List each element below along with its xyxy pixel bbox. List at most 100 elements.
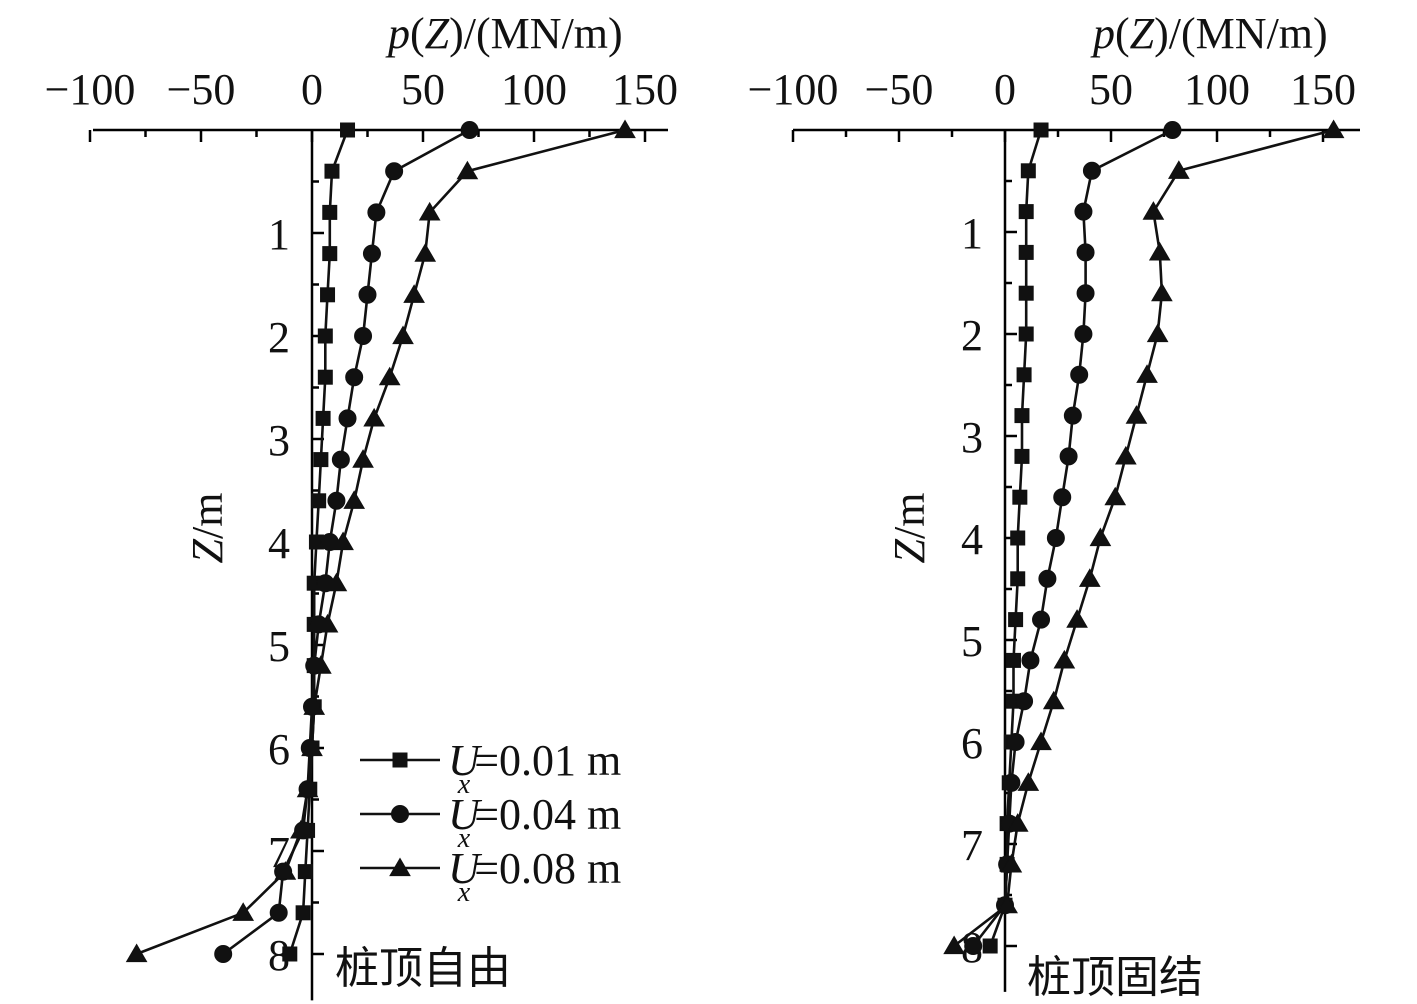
legend-value: =0.04 m (474, 790, 621, 839)
chart-panel-2: −100−5005010015012345678p(Z)/(MN/m)Z/m桩顶… (748, 9, 1360, 1002)
x-axis-title-part: Z (425, 9, 450, 58)
data-point-triangle (1053, 649, 1076, 669)
legend-symbol: U (448, 844, 483, 893)
data-point-circle (362, 244, 381, 263)
x-axis-title: p(Z)/(MN/m) (1090, 9, 1328, 58)
data-point-triangle (1017, 772, 1040, 791)
data-point-triangle (1167, 160, 1190, 179)
data-point-circle (1032, 610, 1051, 629)
data-point-square (324, 163, 340, 179)
legend-entry-label: Ux=0.04 m (448, 790, 621, 854)
x-axis-title: p(Z)/(MN/m) (385, 9, 623, 58)
data-point-square (1016, 367, 1032, 383)
legend-entry-label: Ux=0.01 m (448, 736, 621, 800)
data-point-triangle (332, 531, 354, 551)
x-axis-title-part: p (385, 9, 410, 58)
y-tick-label: 5 (961, 617, 983, 666)
data-point-triangle (325, 572, 348, 592)
x-tick-label: 100 (501, 65, 567, 114)
data-point-triangle (1148, 241, 1171, 261)
data-point-square (340, 122, 356, 138)
x-axis-title-part: p (1090, 9, 1115, 58)
data-point-circle (1053, 488, 1072, 507)
data-point-square (1018, 326, 1034, 342)
data-point-circle (1082, 161, 1101, 180)
data-point-square (1014, 448, 1030, 464)
data-point-circle (345, 368, 364, 387)
data-point-triangle (403, 284, 425, 303)
legend-subscript: x (457, 877, 471, 908)
legend-value: =0.01 m (474, 736, 621, 785)
data-point-triangle (303, 696, 326, 715)
y-tick-label: 1 (268, 210, 290, 259)
data-point-circle (1063, 406, 1082, 425)
legend-entry-label: Ux=0.08 m (448, 844, 621, 908)
data-point-circle (964, 937, 983, 955)
data-point-circle (358, 285, 377, 304)
y-axis-title: Z/m (885, 493, 934, 564)
data-point-square (322, 246, 338, 262)
x-axis-title-part: )/(MN/m) (449, 9, 623, 58)
data-point-square (313, 452, 329, 468)
data-point-triangle (1042, 690, 1065, 710)
y-tick-label: 8 (268, 931, 290, 980)
data-point-square (1014, 408, 1030, 424)
data-point-triangle (418, 201, 441, 221)
x-tick-label: −100 (45, 65, 136, 114)
data-point-triangle (301, 737, 323, 757)
data-point-triangle (614, 119, 636, 139)
legend-value: =0.08 m (474, 844, 621, 893)
data-point-square (297, 864, 313, 880)
data-point-circle (1038, 569, 1057, 588)
data-point-triangle (1104, 486, 1127, 506)
data-point-square (311, 493, 327, 509)
data-point-triangle (363, 407, 386, 427)
data-point-triangle (343, 490, 366, 509)
data-point-square (1018, 204, 1034, 220)
x-axis-title-part: ( (1115, 9, 1130, 58)
legend: Ux=0.01 mUx=0.04 mUx=0.08 m (360, 736, 621, 908)
x-tick-label: 150 (1290, 65, 1356, 114)
data-point-circle (367, 203, 386, 222)
legend-subscript: x (457, 769, 471, 800)
data-point-square (1033, 122, 1049, 138)
data-point-square (322, 204, 338, 220)
data-point-square (1005, 652, 1021, 668)
panel-caption: 桩顶自由 (335, 944, 511, 993)
data-point-triangle (392, 325, 414, 345)
data-point-square (982, 938, 998, 954)
data-point-triangle (1125, 405, 1148, 424)
data-point-triangle (310, 655, 332, 674)
series-triangle (125, 119, 636, 963)
y-tick-label: 2 (961, 311, 983, 360)
x-axis-title-part: Z (1130, 9, 1155, 58)
data-point-square (1010, 571, 1026, 587)
data-point-square (315, 410, 331, 426)
chart-panel-1: −100 −50 0 50 100 15012345678p(Z)/(MN/m)Z/m桩顶… (45, 9, 678, 1001)
legend-symbol: U (448, 736, 483, 785)
data-point-square (1018, 244, 1034, 260)
y-tick-label: 4 (961, 515, 983, 564)
data-point-triangle (352, 449, 374, 468)
data-point-circle (1076, 284, 1095, 303)
y-tick-label: 3 (961, 413, 983, 462)
data-point-circle (338, 409, 357, 428)
data-point-circle (327, 491, 346, 510)
data-point-square (1012, 489, 1028, 505)
data-point-square (317, 328, 333, 344)
data-point-triangle (996, 894, 1018, 914)
data-point-triangle (1114, 445, 1137, 465)
series-circle (964, 121, 1182, 955)
x-tick-label: 50 (401, 65, 445, 114)
data-point-triangle (316, 613, 339, 633)
x-axis-title-part: )/(MN/m) (1154, 9, 1328, 58)
data-point-triangle (290, 819, 312, 839)
data-point-circle (1076, 243, 1095, 262)
data-point-square (282, 946, 298, 962)
data-point-circle (214, 945, 233, 963)
x-tick-label: −50 (865, 65, 934, 114)
data-point-square (1010, 530, 1026, 546)
legend-marker-triangle (389, 857, 411, 877)
data-point-circle (1046, 529, 1065, 547)
